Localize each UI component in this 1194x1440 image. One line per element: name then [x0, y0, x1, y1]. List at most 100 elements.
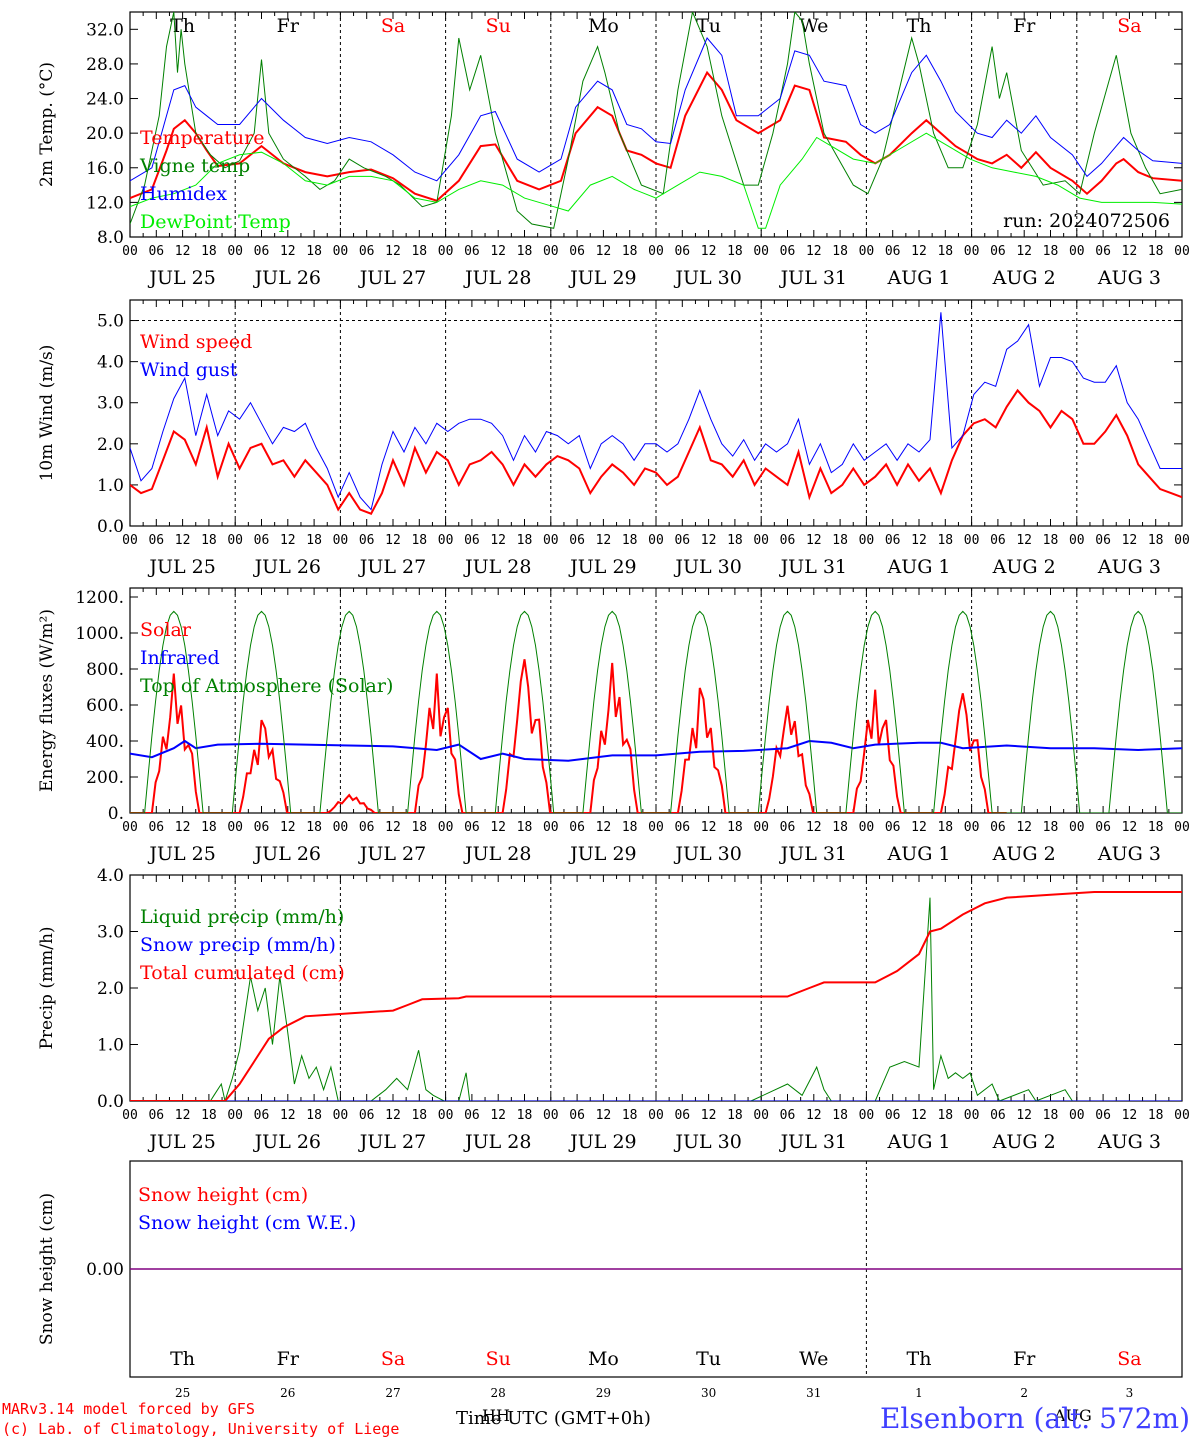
y-axis-label: Snow height (cm) [37, 1193, 57, 1345]
panel-3: 0. 200. 400. 600. 800. 1000. 1200. Energy fluxe… [37, 587, 1190, 865]
day-number-label: 2 [1020, 1386, 1028, 1400]
footer-month-overlay: AUG [1053, 1406, 1092, 1425]
y-axis-label: Energy fluxes (W/m²) [37, 609, 57, 792]
y-tick-label: 4.0 [97, 353, 124, 373]
x-hour-label: 12 [701, 820, 717, 835]
x-hour-label: 00 [438, 1108, 454, 1123]
x-hour-label: 06 [674, 533, 690, 548]
x-hour-label: 06 [885, 244, 901, 259]
x-hour-label: 00 [333, 1108, 349, 1123]
x-hour-label: 06 [885, 820, 901, 835]
legend-entry: Snow precip (mm/h) [140, 934, 336, 956]
x-date-label: JUL 29 [568, 1131, 636, 1153]
x-hour-label: 12 [385, 820, 401, 835]
x-hour-label: 06 [885, 533, 901, 548]
weekday-label: Su [486, 1348, 511, 1370]
y-tick-label: 800. [86, 660, 124, 680]
x-hour-label: 12 [1016, 244, 1032, 259]
x-hour-label: 00 [648, 244, 664, 259]
x-hour-label: 06 [464, 533, 480, 548]
x-hour-label: 06 [569, 533, 585, 548]
legend-entry: Snow height (cm) [138, 1184, 308, 1206]
weekday-label: Sa [381, 15, 405, 37]
footer-copyright-line: (c) Lab. of Climatology, University of L… [2, 1420, 399, 1438]
x-date-label: JUL 27 [358, 843, 426, 865]
x-hour-label: 00 [859, 1108, 875, 1123]
weekday-label: Sa [1117, 1348, 1141, 1370]
y-tick-label: 16.0 [86, 159, 124, 179]
x-hour-label: 18 [1043, 244, 1059, 259]
x-hour-label: 06 [464, 1108, 480, 1123]
x-hour-label: 12 [280, 533, 296, 548]
x-hour-label: 00 [1069, 533, 1085, 548]
x-hour-label: 00 [648, 820, 664, 835]
weekday-label: We [799, 15, 828, 37]
x-hour-label: 00 [543, 533, 559, 548]
x-hour-label: 12 [596, 820, 612, 835]
y-tick-label: 32.0 [86, 20, 124, 40]
x-date-label: JUL 27 [358, 1131, 426, 1153]
x-hour-label: 18 [832, 533, 848, 548]
x-hour-label: 06 [780, 820, 796, 835]
x-hour-label: 00 [1174, 244, 1190, 259]
x-date-label: JUL 31 [779, 843, 847, 865]
x-hour-label: 12 [280, 1108, 296, 1123]
x-hour-label: 00 [1069, 244, 1085, 259]
y-tick-label: 0. [108, 804, 124, 824]
x-hour-label: 18 [727, 244, 743, 259]
x-date-label: JUL 30 [673, 1131, 741, 1153]
x-hour-label: 06 [464, 820, 480, 835]
x-date-label: AUG 2 [992, 267, 1056, 289]
weekday-label: Fr [277, 15, 300, 37]
x-hour-label: 06 [569, 244, 585, 259]
x-hour-label: 06 [674, 820, 690, 835]
y-tick-label: 8.0 [97, 228, 124, 248]
x-hour-label: 06 [885, 1108, 901, 1123]
y-axis-label: 2m Temp. (°C) [37, 62, 57, 187]
x-date-label: AUG 1 [886, 843, 950, 865]
x-hour-label: 06 [359, 820, 375, 835]
x-hour-label: 00 [859, 244, 875, 259]
x-hour-label: 00 [227, 820, 243, 835]
x-date-label: AUG 3 [1097, 1131, 1161, 1153]
x-hour-label: 18 [306, 820, 322, 835]
x-hour-label: 06 [254, 1108, 270, 1123]
x-hour-label: 18 [1043, 1108, 1059, 1123]
x-hour-label: 06 [254, 244, 270, 259]
x-hour-label: 06 [780, 1108, 796, 1123]
x-hour-label: 06 [780, 244, 796, 259]
x-hour-label: 18 [832, 244, 848, 259]
legend-entry: Solar [140, 619, 192, 641]
footer-time-label: Time UTC (GMT+0h) [456, 1408, 651, 1429]
x-hour-label: 00 [859, 820, 875, 835]
x-date-label: JUL 26 [253, 1131, 321, 1153]
x-hour-label: 18 [937, 820, 953, 835]
legend-entry: Humidex [140, 183, 227, 205]
x-hour-label: 12 [1122, 820, 1138, 835]
x-hour-label: 18 [201, 1108, 217, 1123]
x-hour-label: 00 [333, 244, 349, 259]
x-hour-label: 06 [674, 244, 690, 259]
x-hour-label: 06 [1095, 244, 1111, 259]
x-hour-label: 00 [122, 533, 138, 548]
x-hour-label: 00 [859, 533, 875, 548]
x-hour-label: 06 [569, 820, 585, 835]
y-tick-label: 3.0 [97, 923, 124, 943]
x-hour-label: 06 [569, 1108, 585, 1123]
day-number-label: 3 [1126, 1386, 1134, 1400]
legend-entry: Total cumulated (cm) [140, 962, 345, 984]
x-date-label: AUG 2 [992, 1131, 1056, 1153]
x-date-label: JUL 31 [779, 267, 847, 289]
weekday-label: Mo [588, 1348, 619, 1370]
x-hour-label: 12 [1016, 820, 1032, 835]
x-hour-label: 12 [490, 820, 506, 835]
x-date-label: JUL 30 [673, 556, 741, 578]
panels: 8.012.016.020.024.028.032.02m Temp. (°C)… [37, 11, 1190, 1400]
x-date-label: JUL 31 [779, 556, 847, 578]
x-date-label: AUG 3 [1097, 843, 1161, 865]
x-date-label: JUL 26 [253, 556, 321, 578]
x-hour-label: 06 [990, 244, 1006, 259]
x-date-label: AUG 3 [1097, 267, 1161, 289]
x-hour-label: 00 [964, 244, 980, 259]
x-hour-label: 06 [780, 533, 796, 548]
